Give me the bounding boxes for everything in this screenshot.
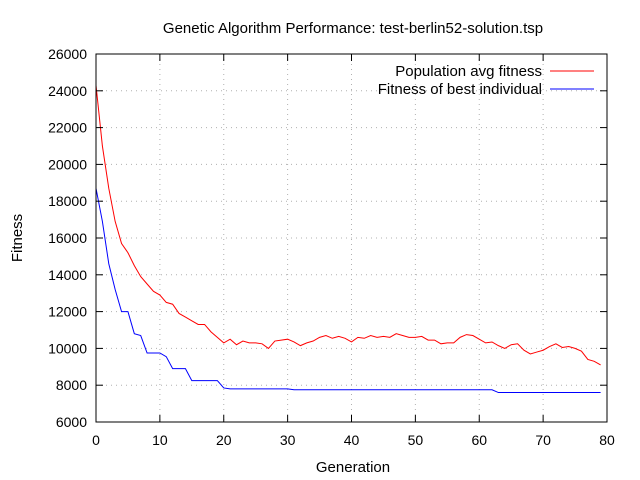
series-line-best-individual — [95, 188, 601, 394]
y-tick-label: 6000 — [56, 414, 87, 430]
series-line-population-avg — [95, 85, 601, 366]
y-tick-label: 10000 — [48, 340, 87, 356]
y-tick-label: 8000 — [56, 377, 87, 393]
x-tick-label: 40 — [344, 432, 360, 448]
y-tick-label: 14000 — [48, 267, 87, 283]
x-tick-label: 60 — [471, 432, 487, 448]
x-tick-label: 80 — [599, 432, 615, 448]
y-tick-label: 16000 — [48, 230, 87, 246]
legend-label-population-avg: Population avg fitness — [395, 63, 542, 80]
x-tick-label: 0 — [92, 432, 100, 448]
x-tick-label: 20 — [216, 432, 232, 448]
axis-ticks: 0 10 20 30 40 50 60 70 80 6000 8000 10000 12000 14000… — [48, 46, 615, 448]
series-layer — [95, 85, 601, 394]
legend: Population avg fitness Fitness of best i… — [378, 63, 594, 98]
y-tick-label: 20000 — [48, 156, 87, 172]
y-tick-label: 18000 — [48, 193, 87, 209]
y-tick-label: 12000 — [48, 304, 87, 320]
x-tick-label: 70 — [535, 432, 551, 448]
y-tick-label: 24000 — [48, 83, 87, 99]
grid — [96, 54, 607, 422]
x-axis-label: Generation — [316, 459, 390, 476]
legend-label-best-individual: Fitness of best individual — [378, 81, 542, 98]
y-tick-label: 22000 — [48, 120, 87, 136]
y-axis-label: Fitness — [9, 214, 26, 262]
x-tick-label: 10 — [152, 432, 168, 448]
x-tick-label: 50 — [408, 432, 424, 448]
y-tick-label: 26000 — [48, 46, 87, 62]
x-tick-label: 30 — [280, 432, 296, 448]
chart-title: Genetic Algorithm Performance: test-berl… — [163, 20, 543, 37]
